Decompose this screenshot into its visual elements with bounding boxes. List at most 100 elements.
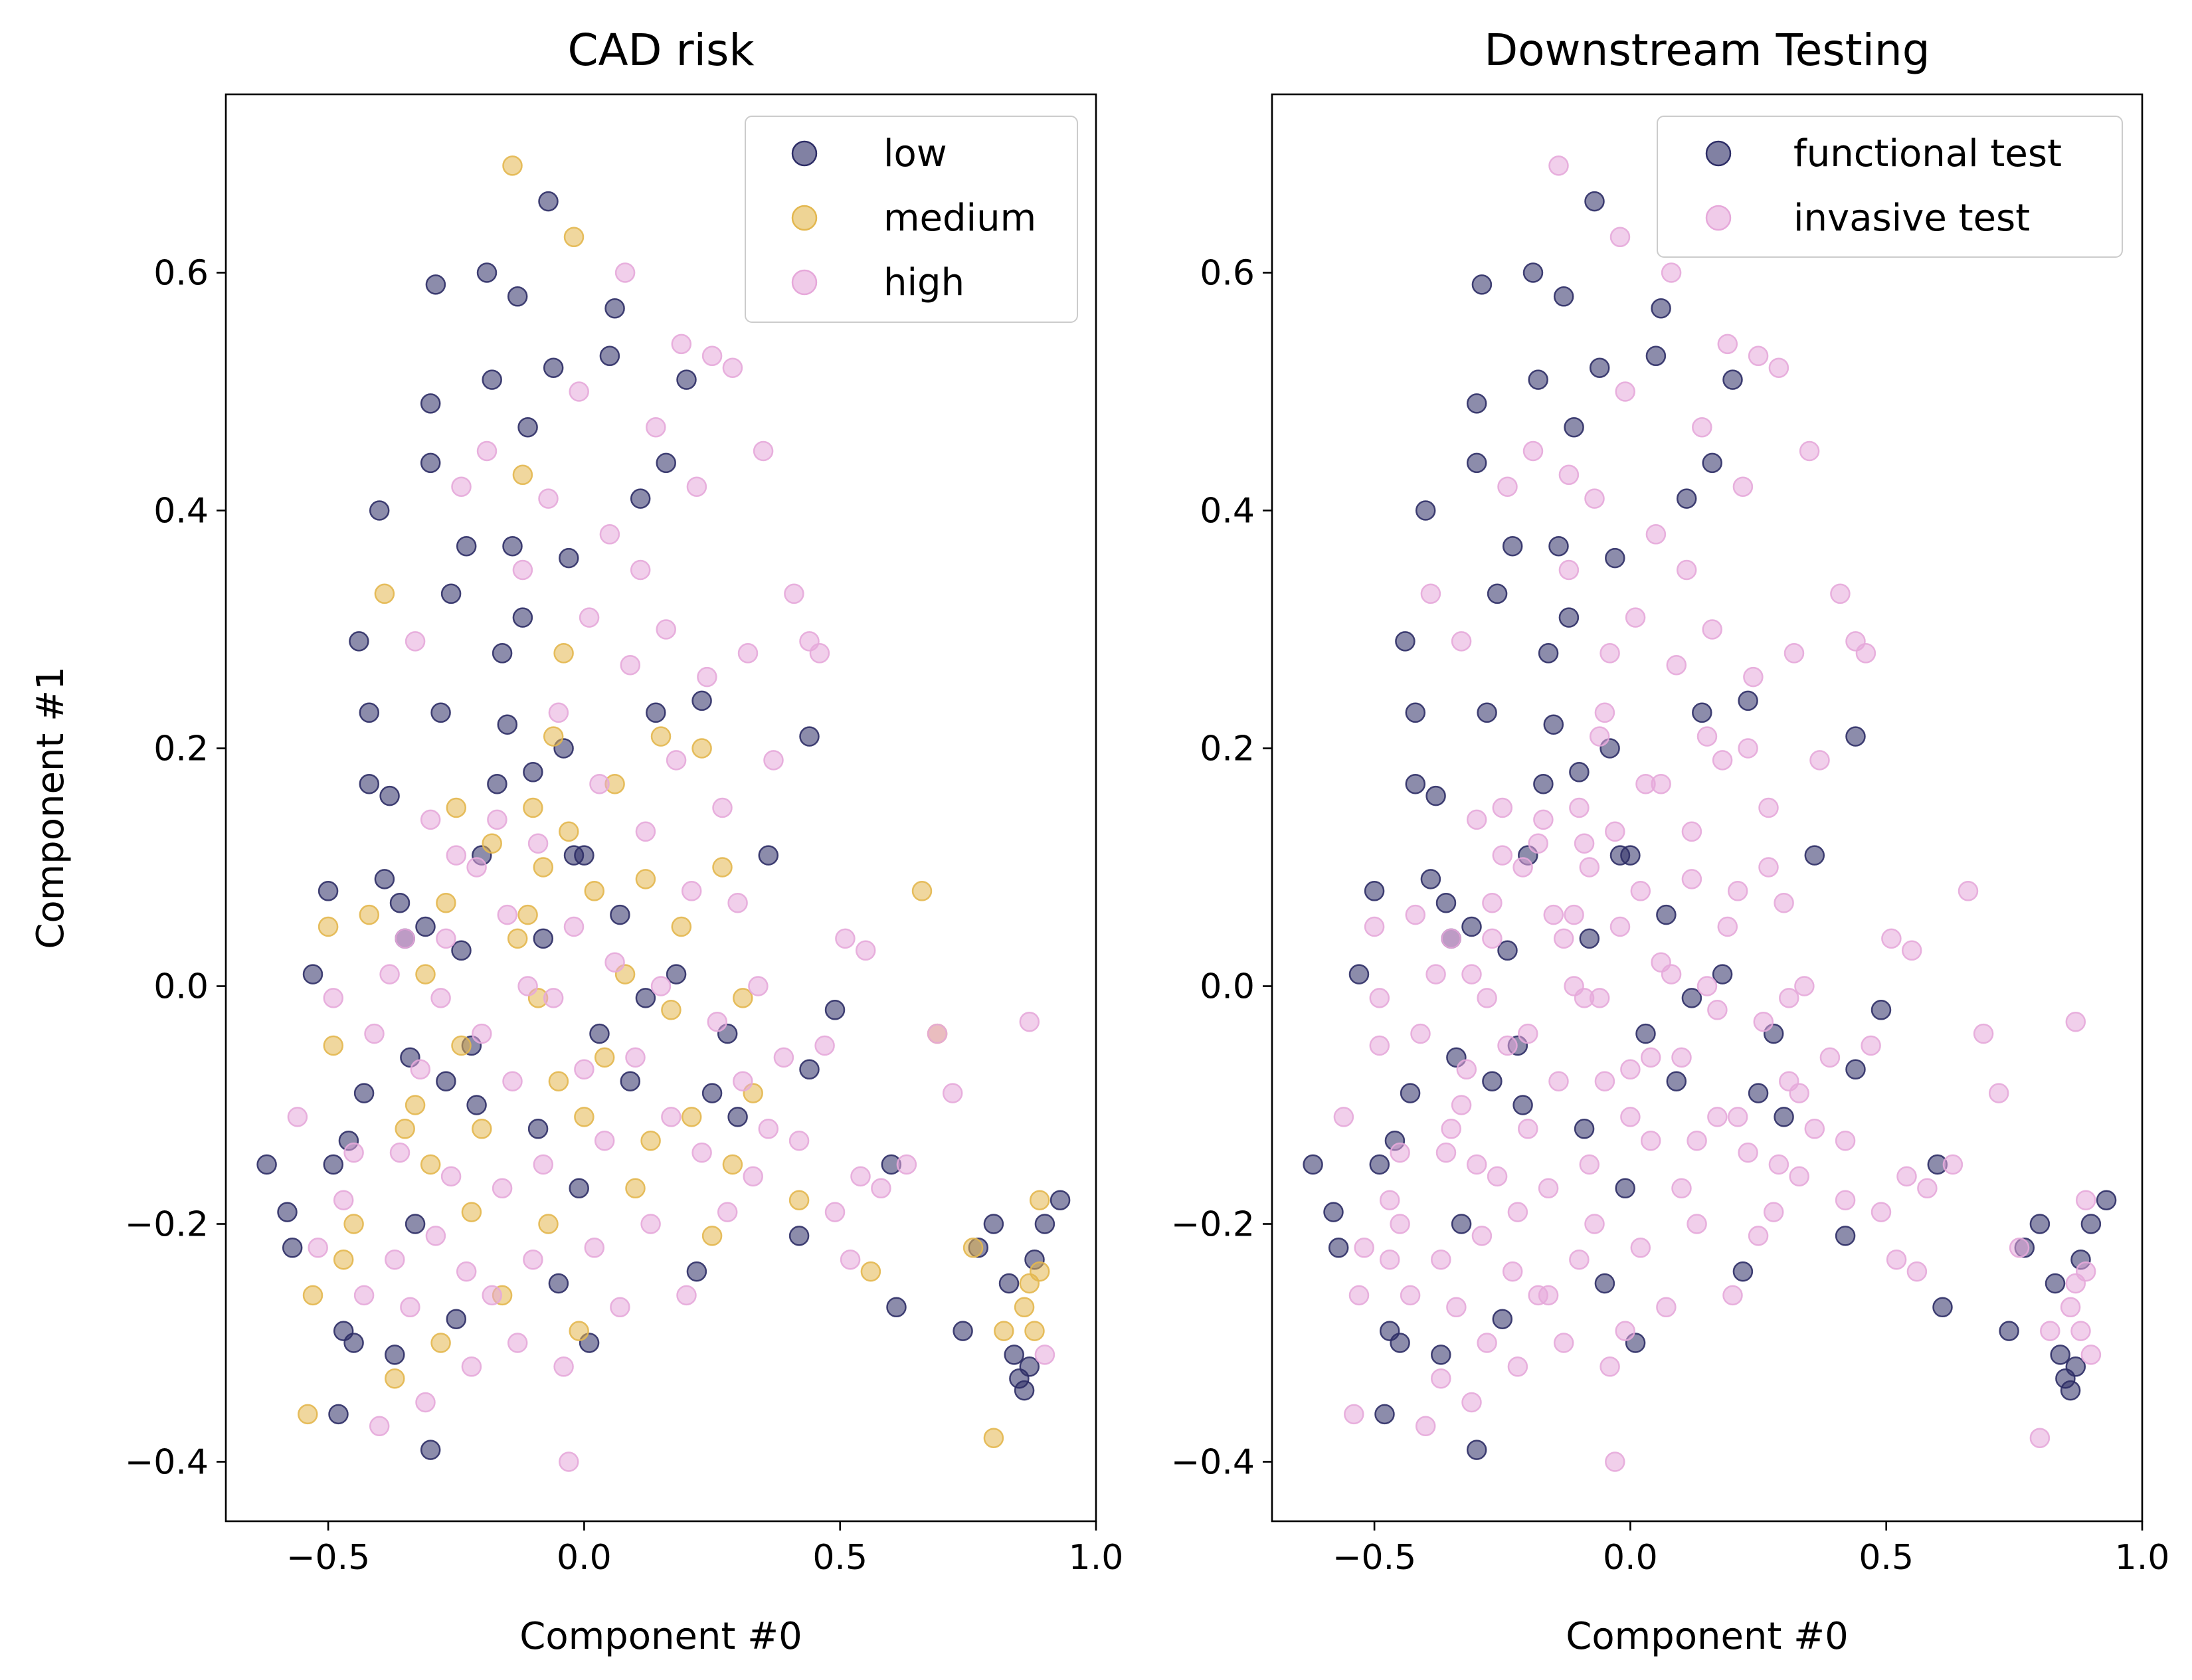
point-medium-23 bbox=[512, 464, 533, 486]
point-invasive-test-5 bbox=[1369, 1035, 1390, 1056]
point-medium-57 bbox=[962, 1238, 984, 1258]
point-functional-test-67 bbox=[1722, 369, 1743, 390]
point-high-34 bbox=[512, 559, 533, 581]
point-high-42 bbox=[553, 1356, 574, 1377]
point-low-11 bbox=[353, 1083, 375, 1103]
point-medium-9 bbox=[395, 1119, 415, 1139]
point-invasive-test-93 bbox=[1661, 964, 1682, 984]
point-functional-test-30 bbox=[1492, 1309, 1513, 1329]
point-invasive-test-85 bbox=[1630, 1238, 1651, 1258]
point-high-75 bbox=[722, 357, 743, 378]
point-functional-test-49 bbox=[1589, 357, 1610, 378]
point-low-28 bbox=[436, 1071, 456, 1091]
point-low-63 bbox=[635, 988, 656, 1008]
point-high-10 bbox=[389, 1142, 411, 1163]
legend-marker-invasive-test bbox=[1705, 205, 1732, 231]
point-invasive-test-144 bbox=[1871, 1202, 1892, 1222]
point-high-44 bbox=[563, 916, 585, 937]
point-invasive-test-55 bbox=[1553, 928, 1574, 949]
point-medium-50 bbox=[722, 1154, 743, 1175]
point-low-36 bbox=[476, 262, 498, 283]
point-functional-test-80 bbox=[1999, 1321, 2019, 1341]
point-invasive-test-96 bbox=[1671, 1178, 1692, 1199]
point-low-31 bbox=[451, 940, 472, 961]
point-functional-test-2 bbox=[1328, 1238, 1349, 1258]
point-high-81 bbox=[753, 440, 774, 462]
point-medium-42 bbox=[640, 1130, 661, 1151]
point-high-89 bbox=[814, 1035, 835, 1056]
point-invasive-test-0 bbox=[1333, 1107, 1354, 1127]
series-high bbox=[287, 262, 1055, 1472]
x-tick-label: 0.0 bbox=[1603, 1538, 1658, 1578]
point-invasive-test-156 bbox=[2029, 1428, 2051, 1448]
point-invasive-test-90 bbox=[1651, 773, 1671, 794]
point-functional-test-55 bbox=[1620, 845, 1641, 866]
point-medium-14 bbox=[436, 892, 456, 913]
point-high-94 bbox=[855, 940, 876, 961]
point-invasive-test-151 bbox=[1942, 1154, 1964, 1175]
point-functional-test-21 bbox=[1451, 1214, 1472, 1234]
downstream-testing-legend: functional test invasive test bbox=[1657, 116, 2123, 258]
point-low-77 bbox=[824, 1000, 846, 1020]
point-low-0 bbox=[256, 1154, 277, 1175]
y-tick-label: 0.2 bbox=[1200, 729, 1255, 769]
point-medium-21 bbox=[502, 155, 523, 176]
point-invasive-test-66 bbox=[1579, 1154, 1600, 1175]
point-invasive-test-136 bbox=[1809, 750, 1830, 771]
point-invasive-test-140 bbox=[1835, 1130, 1856, 1151]
point-invasive-test-76 bbox=[1605, 1451, 1625, 1472]
y-tick-label: 0.2 bbox=[153, 729, 209, 769]
point-invasive-test-88 bbox=[1640, 1130, 1661, 1151]
point-functional-test-66 bbox=[1712, 964, 1733, 984]
point-low-52 bbox=[559, 547, 579, 569]
point-medium-32 bbox=[559, 821, 579, 842]
point-invasive-test-7 bbox=[1379, 1190, 1400, 1210]
point-invasive-test-30 bbox=[1471, 1226, 1493, 1246]
point-high-0 bbox=[287, 1107, 308, 1127]
point-invasive-test-127 bbox=[1774, 892, 1794, 913]
point-functional-test-34 bbox=[1512, 1095, 1533, 1115]
point-invasive-test-2 bbox=[1348, 1285, 1370, 1306]
x-tick-label: 0.5 bbox=[1859, 1538, 1914, 1578]
cad-risk-x-axis-label: Component #0 bbox=[519, 1615, 802, 1658]
point-high-11 bbox=[395, 928, 415, 949]
point-invasive-test-67 bbox=[1584, 1214, 1605, 1234]
cad-risk-y-axis-label: Component #1 bbox=[29, 666, 72, 949]
point-invasive-test-137 bbox=[1819, 1047, 1841, 1068]
point-high-4 bbox=[343, 1142, 364, 1163]
point-high-19 bbox=[436, 928, 456, 949]
point-invasive-test-108 bbox=[1707, 1107, 1728, 1127]
point-invasive-test-53 bbox=[1548, 155, 1569, 176]
point-functional-test-28 bbox=[1482, 1071, 1503, 1091]
point-high-67 bbox=[681, 881, 702, 901]
point-high-37 bbox=[527, 833, 549, 854]
point-high-47 bbox=[579, 607, 600, 628]
point-invasive-test-72 bbox=[1594, 702, 1615, 723]
point-functional-test-15 bbox=[1420, 869, 1441, 889]
point-functional-test-11 bbox=[1400, 1083, 1421, 1103]
point-invasive-test-6 bbox=[1369, 988, 1390, 1008]
point-high-30 bbox=[492, 1178, 513, 1199]
point-invasive-test-18 bbox=[1431, 1368, 1451, 1389]
point-functional-test-89 bbox=[2080, 1214, 2102, 1234]
cad-risk-x-ticks: −0.5 0.0 0.5 1.0 bbox=[286, 1521, 1123, 1578]
point-medium-63 bbox=[1029, 1261, 1050, 1282]
point-low-86 bbox=[1014, 1380, 1035, 1401]
point-invasive-test-158 bbox=[2060, 1297, 2081, 1318]
point-invasive-test-21 bbox=[1441, 928, 1461, 949]
point-high-16 bbox=[420, 809, 441, 830]
point-functional-test-52 bbox=[1605, 547, 1625, 569]
point-medium-34 bbox=[569, 1321, 589, 1341]
point-low-37 bbox=[482, 369, 502, 390]
point-functional-test-59 bbox=[1651, 298, 1671, 319]
point-invasive-test-119 bbox=[1748, 1226, 1769, 1246]
point-medium-58 bbox=[983, 1428, 1004, 1448]
point-invasive-test-24 bbox=[1451, 1095, 1472, 1115]
point-functional-test-36 bbox=[1522, 262, 1544, 283]
point-invasive-test-111 bbox=[1717, 333, 1738, 355]
point-medium-59 bbox=[994, 1321, 1014, 1341]
point-invasive-test-133 bbox=[1794, 976, 1815, 996]
point-low-66 bbox=[666, 964, 687, 984]
point-functional-test-16 bbox=[1425, 785, 1446, 806]
point-low-70 bbox=[701, 1083, 723, 1103]
